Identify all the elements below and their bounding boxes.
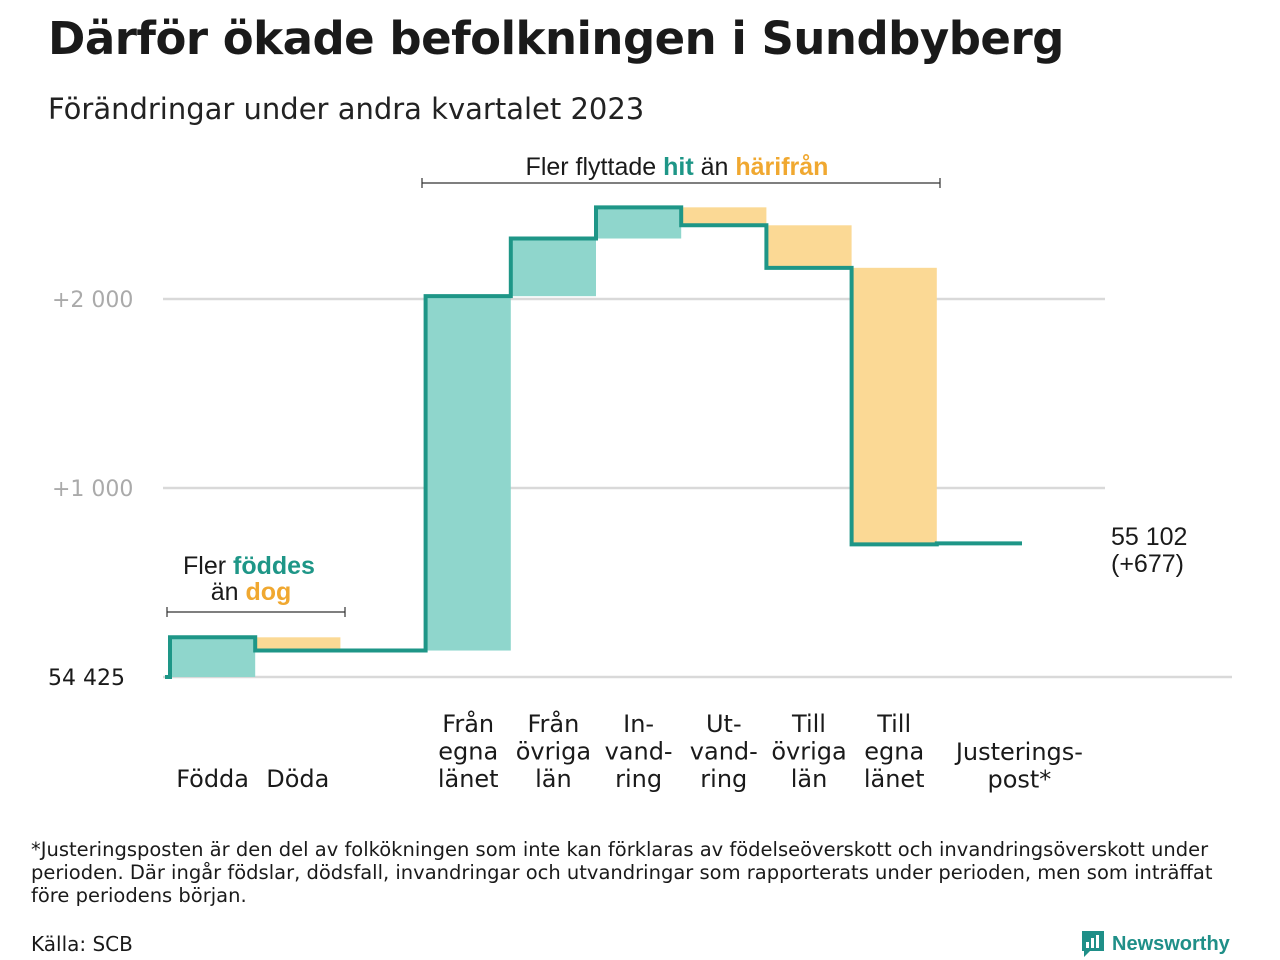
births-annotation-line1: Fler föddes (183, 552, 315, 580)
category-label-line: länet (864, 765, 925, 793)
births-annotation-middle: än (211, 578, 246, 606)
cumulative-step-line (165, 205, 1022, 679)
migration-annotation-hit: hit (663, 153, 694, 181)
deaths-annotation-highlight: dog (245, 578, 291, 606)
category-label-line: Döda (266, 765, 329, 793)
waterfall-bar (851, 267, 937, 545)
category-label-line: post* (987, 766, 1051, 794)
migration-annotation-harifran: härifrån (735, 153, 828, 181)
births-annotation-bracket (166, 607, 346, 617)
category-label-line: Från (442, 709, 494, 738)
brand-name: Newsworthy (1112, 932, 1230, 955)
category-label-line: ring (700, 765, 747, 793)
category-label-line: Till (876, 710, 911, 738)
y-tick-label: +1 000 (52, 477, 133, 502)
category-label: Från övriga län (516, 709, 591, 793)
source-label: Källa: SCB (31, 932, 133, 956)
category-label: Döda (266, 765, 329, 793)
waterfall-bar (425, 296, 511, 651)
waterfall-bar (510, 238, 596, 297)
births-annotation-line2: än dog (211, 578, 292, 606)
newsworthy-logo-icon (1082, 931, 1104, 957)
waterfall-bar (255, 637, 341, 651)
category-label: Från egna länet (438, 709, 499, 793)
migration-annotation-bracket (421, 178, 941, 188)
category-label-line: Ut- (706, 710, 742, 738)
category-label: Till övriga län (771, 710, 846, 793)
category-label: Födda (176, 765, 249, 793)
category-label: Justerings-post* (954, 738, 1083, 794)
y-tick-label: +2 000 (52, 288, 133, 313)
category-label: Ut-vand-ring (690, 710, 758, 793)
waterfall-bar (766, 225, 852, 268)
births-annotation-prefix: Fler (183, 552, 233, 580)
migration-annotation: Fler flyttade hit än härifrån (526, 153, 829, 181)
category-label-line: länet (438, 765, 499, 793)
chart-subtitle: Förändringar under andra kvartalet 2023 (48, 92, 645, 126)
migration-annotation-prefix: Fler flyttade (526, 153, 664, 181)
category-label-line: Från (527, 709, 579, 738)
category-label: Till egna länet (864, 710, 925, 793)
migration-annotation-middle: än (694, 153, 736, 181)
category-label-line: Justerings- (954, 738, 1083, 766)
births-annotation-highlight: föddes (233, 552, 315, 580)
category-label-line: vand- (690, 738, 758, 766)
y-tick-label: 54 425 (48, 666, 125, 691)
category-label-line: vand- (605, 738, 673, 766)
chart-title: Därför ökade befolkningen i Sundbyberg (48, 12, 1064, 65)
category-label-line: In- (623, 710, 654, 738)
footnote: *Justeringsposten är den del av folkökni… (31, 838, 1213, 907)
category-label-line: ring (615, 765, 662, 793)
waterfall-bar (596, 207, 682, 239)
category-label: In-vand-ring (605, 710, 673, 793)
category-label-line: län (535, 765, 572, 793)
waterfall-bar (170, 637, 256, 677)
category-label-line: egna (864, 738, 924, 766)
category-label-line: egna (438, 738, 498, 766)
end-value-label: 55 102 (1111, 523, 1187, 551)
category-label-line: övriga (516, 738, 591, 766)
category-label-line: Till (791, 710, 826, 738)
bars (170, 207, 937, 677)
category-label-line: Födda (176, 765, 249, 793)
end-change-label: (+677) (1111, 550, 1184, 578)
waterfall-bar (681, 207, 767, 226)
category-label-line: övriga (771, 738, 846, 766)
brand[interactable]: Newsworthy (1080, 928, 1230, 960)
category-label-line: län (791, 765, 828, 793)
